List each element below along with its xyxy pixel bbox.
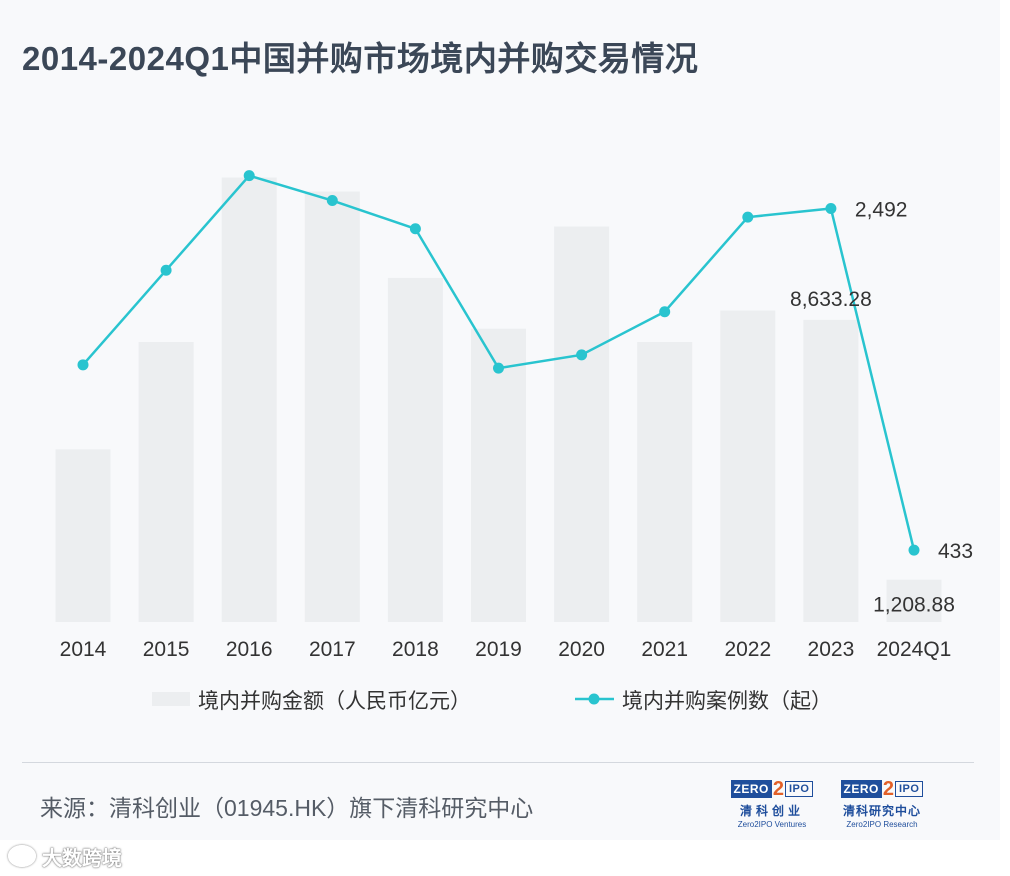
logo-mark-left: ZERO: [730, 780, 772, 798]
bar-2022: [720, 310, 776, 622]
line-point-2024Q1: [908, 544, 920, 556]
line-point-2019: [493, 362, 504, 374]
line-point-2014: [77, 359, 89, 371]
watermark-icon: [8, 845, 36, 867]
legend-label-line: 境内并购案例数（起）: [622, 690, 832, 713]
bar-2016: [221, 177, 277, 622]
x-tick-label: 2022: [724, 638, 771, 661]
logo-mark-right: IPO: [785, 781, 814, 797]
line-point-2017: [326, 195, 338, 207]
legend-label-bar: 境内并购金额（人民币亿元）: [198, 690, 471, 713]
footer-divider: [22, 762, 974, 763]
logo-mark-mid: 2: [772, 778, 784, 800]
line-point-2018: [409, 223, 421, 235]
data-label: 433: [938, 540, 973, 563]
logo-mark-left: ZERO: [840, 780, 882, 798]
x-tick-label: 2021: [641, 638, 688, 661]
logo-cn: 清科创业: [739, 804, 804, 818]
line-point-2021: [659, 306, 671, 318]
logo-mark-mid: 2: [882, 778, 894, 800]
source-note: 来源：清科创业（01945.HK）旗下清科研究中心: [40, 795, 534, 821]
data-label: 2,492: [855, 199, 908, 222]
bar-2018: [387, 277, 443, 622]
x-tick-label: 2023: [808, 638, 855, 661]
zero2ipo-ventures-logo: ZERO 2 IPO 清科创业 Zero2IPO Ventures: [722, 779, 822, 831]
line-point-2023: [825, 203, 837, 215]
bar-2019: [471, 328, 526, 622]
bar-2023: [803, 319, 859, 622]
legend-bar-swatch: [152, 692, 190, 706]
watermark-text: 大数跨境: [42, 847, 122, 870]
line-point-2015: [160, 264, 172, 276]
x-tick-label: 2019: [475, 638, 522, 661]
logo-mark-right: IPO: [895, 781, 924, 797]
bar-2014: [55, 449, 111, 622]
line-point-2016: [243, 170, 255, 182]
bar-2017: [304, 191, 360, 622]
chart-title: 2014-2024Q1中国并购市场境内并购交易情况: [22, 40, 699, 77]
x-tick-label: 2020: [558, 638, 605, 661]
chart-svg: 2014 2015 2016 2017 2018 2019 2020 2021 2022 2023…: [55, 170, 973, 713]
x-tick-label: 2014: [60, 638, 107, 661]
bar-2024Q1: [886, 579, 942, 622]
logo-cn: 清科研究中心: [842, 804, 921, 818]
x-tick-label: 2015: [143, 638, 190, 661]
bar-2015: [138, 342, 194, 622]
x-tick-label: 2017: [309, 638, 356, 661]
watermark: 大数跨境: [8, 842, 122, 870]
logo-en: Zero2IPO Research: [846, 820, 918, 829]
data-label: 1,208.88: [873, 594, 955, 617]
data-label: 8,633.28: [790, 288, 872, 311]
x-tick-label: 2018: [392, 638, 439, 661]
line-point-2022: [742, 211, 754, 223]
logo-en: Zero2IPO Ventures: [737, 820, 807, 829]
x-tick-label: 2016: [226, 638, 273, 661]
bar-2020: [554, 226, 610, 622]
bar-2021: [637, 342, 693, 622]
zero2ipo-research-logo: ZERO 2 IPO 清科研究中心 Zero2IPO Research: [832, 779, 932, 831]
x-tick-label: 2024Q1: [877, 638, 952, 661]
legend-line-marker: [588, 693, 600, 705]
line-point-2020: [576, 349, 588, 361]
